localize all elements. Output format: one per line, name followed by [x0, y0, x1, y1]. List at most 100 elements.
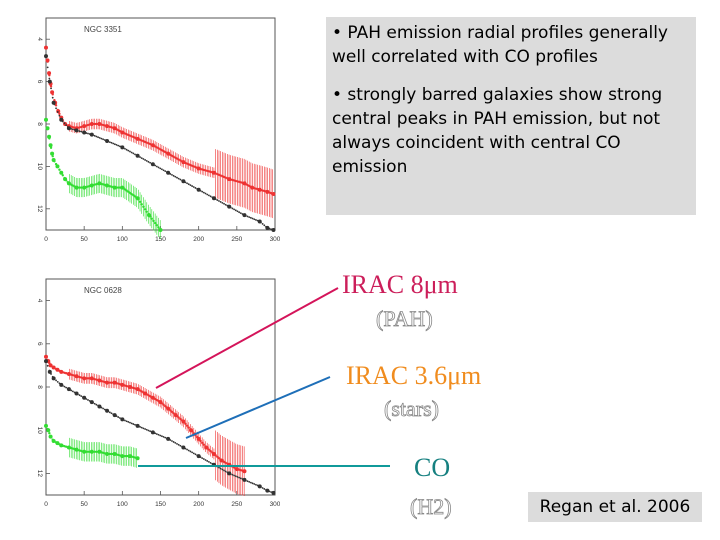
- profile-dot-black: [120, 146, 123, 148]
- profile-dot-red: [49, 85, 53, 88]
- x-tick-label: 150: [155, 236, 166, 243]
- profile-dot-black: [70, 127, 73, 130]
- profile-dot-black: [124, 419, 126, 422]
- profile-dot-black: [98, 137, 101, 139]
- profile-dot-black: [234, 209, 237, 212]
- profile-dot-black: [63, 385, 66, 388]
- profile-dot-black: [218, 200, 220, 202]
- profile-dot-black: [258, 485, 261, 488]
- series-black: [44, 54, 276, 232]
- profile-dot-black: [56, 111, 59, 113]
- profile-dot-black: [187, 449, 190, 452]
- series-green: [44, 117, 163, 240]
- stars-leader-line: [185, 376, 331, 439]
- profile-dot-black: [87, 132, 89, 135]
- profile-dot-black: [66, 387, 69, 390]
- y-tick-label: 10: [36, 427, 43, 435]
- profile-dot-black: [122, 146, 125, 149]
- data-point-green: [50, 151, 55, 156]
- profile-dot-black: [103, 408, 106, 411]
- profile-dot-black: [145, 428, 148, 431]
- profile-dot-black: [61, 120, 64, 123]
- profile-dot-black: [100, 137, 103, 140]
- profile-dot-black: [167, 438, 170, 440]
- profile-dot-black: [266, 489, 269, 492]
- profile-dot-black: [124, 147, 126, 150]
- profile-dot-black: [171, 440, 173, 442]
- summary-notes: • PAH emission radial profiles generally…: [326, 17, 696, 215]
- profile-dot-black: [243, 214, 246, 216]
- profile-dot-black: [229, 206, 232, 209]
- plot-title: NGC 0628: [84, 286, 122, 295]
- profile-dot-black: [68, 127, 71, 130]
- profile-dot-black: [50, 87, 52, 90]
- y-tick-label: 12: [36, 205, 43, 213]
- profile-dot-black: [189, 184, 192, 187]
- profile-dot-black: [83, 131, 86, 134]
- profile-dot-black: [113, 143, 116, 146]
- profile-dot-black: [95, 403, 98, 406]
- profile-dot-black: [58, 114, 61, 117]
- profile-dot-black: [127, 149, 130, 152]
- x-tick-label: 150: [155, 501, 166, 508]
- profile-dot-black: [207, 461, 210, 463]
- profile-dot-black: [261, 487, 264, 489]
- y-tick-label: 8: [36, 122, 43, 126]
- profile-dot-black: [248, 216, 251, 219]
- profile-dot-black: [265, 489, 267, 491]
- profile-dot-black: [182, 180, 185, 183]
- profile-dot-black: [142, 158, 145, 160]
- profile-dot-red: [44, 46, 48, 49]
- series-green: [44, 423, 140, 468]
- profile-dot-black: [192, 452, 195, 455]
- profile-dot-black: [105, 409, 108, 412]
- profile-dot-black: [236, 475, 239, 478]
- profile-dot-black: [258, 220, 261, 223]
- profile-dot-black: [251, 217, 254, 220]
- profile-dot-black: [105, 139, 108, 142]
- profile-dot-black: [53, 378, 56, 380]
- profile-dot-black: [115, 144, 118, 146]
- series-red: [44, 45, 276, 219]
- profile-dot-black: [181, 445, 183, 448]
- profile-dot-black: [268, 227, 271, 230]
- profile-dot-black: [65, 124, 68, 127]
- profile-dot-black: [154, 432, 157, 435]
- profile-dot-black: [231, 207, 234, 210]
- y-tick-label: 8: [36, 385, 43, 389]
- profile-dot-black: [182, 446, 185, 449]
- profile-dot-black: [192, 186, 195, 188]
- profile-dot-black: [164, 170, 167, 173]
- profile-dot-green: [44, 424, 48, 428]
- profile-dot-black: [149, 430, 152, 433]
- profile-dot-black: [82, 131, 84, 134]
- profile-dot-black: [197, 188, 200, 191]
- profile-dot-black: [189, 450, 192, 453]
- profile-dot-red: [54, 104, 58, 107]
- profile-dot-black: [120, 418, 123, 420]
- irac36-sublabel: (stars): [384, 396, 440, 422]
- profile-dot-black: [196, 187, 199, 190]
- profile-dot-green: [51, 438, 54, 441]
- profile-dot-black: [239, 477, 242, 480]
- profile-dot-red: [58, 112, 61, 116]
- profile-dot-black: [221, 201, 224, 204]
- profile-dot-black: [219, 201, 222, 203]
- note-bullet-2: • strongly barred galaxies show strong c…: [332, 85, 663, 177]
- profile-dot-black: [45, 360, 47, 362]
- profile-dot-black: [204, 192, 207, 195]
- profile-dot-black: [145, 159, 148, 162]
- profile-dot-black: [186, 448, 188, 451]
- profile-dot-red: [46, 60, 49, 63]
- profile-dot-black: [125, 420, 128, 423]
- plot-title: NGC 3351: [84, 25, 122, 34]
- profile-dot-black: [199, 189, 202, 192]
- profile-dot-black: [228, 205, 230, 208]
- y-tick-label: 4: [36, 299, 43, 303]
- profile-dot-black: [150, 431, 153, 433]
- profile-dot-black: [157, 166, 160, 169]
- profile-dot-black: [82, 396, 84, 399]
- profile-dot-black: [100, 406, 103, 409]
- y-tick-label: 10: [36, 163, 43, 171]
